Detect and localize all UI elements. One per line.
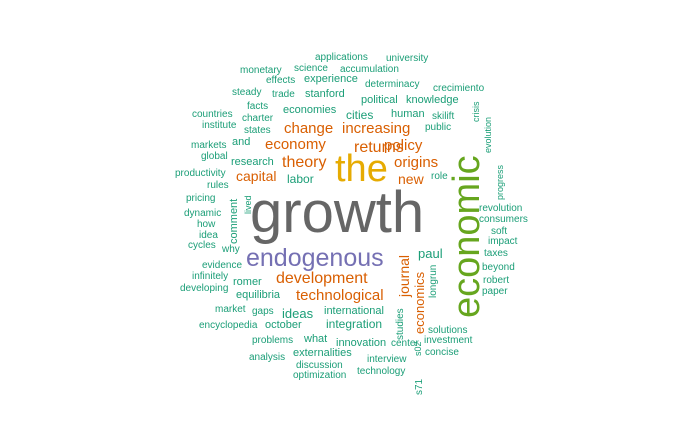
word-journal: journal [396,254,412,297]
word-pricing: pricing [186,193,216,204]
word-change: change [284,120,334,137]
word-countries: countries [192,109,233,120]
word-public: public [425,122,452,133]
word-consumers: consumers [479,214,528,225]
word-charter: charter [242,113,274,124]
word-s71: s71 [414,378,425,395]
word-endogenous: endogenous [246,244,384,272]
word-gaps: gaps [252,306,274,317]
word-crisis: crisis [471,101,481,123]
word-lived: lived [243,195,253,214]
word-technological: technological [296,287,384,304]
word-facts: facts [247,101,269,112]
word-paper: paper [482,286,508,297]
word-human: human [391,108,425,120]
word-october: october [265,319,302,331]
word-optimization: optimization [293,370,347,381]
word-trade: trade [272,89,295,100]
word-integration: integration [326,317,383,331]
word-robert: robert [483,275,510,286]
word-science: science [294,63,328,74]
word-the: the [335,148,388,190]
word-origins: origins [394,154,439,171]
word-global: global [201,151,228,162]
word-studies: studies [395,308,406,340]
word-effects: effects [266,75,296,86]
word-experience: experience [304,73,358,85]
word-interview: interview [367,354,407,365]
word-discussion: discussion [296,360,343,371]
word-paul: paul [418,246,443,261]
word-taxes: taxes [484,248,508,259]
word-beyond: beyond [482,262,515,273]
word-research: research [231,156,274,168]
word-increasing: increasing [342,120,411,137]
word-economies: economies [283,104,337,116]
word-infinitely: infinitely [192,271,229,282]
word-dynamic: dynamic [184,208,222,219]
word-cities: cities [346,108,374,122]
word-progress: progress [495,164,505,200]
word-romer: romer [233,276,262,288]
word-externalities: externalities [293,347,352,359]
word-policy: policy [384,137,423,154]
word-developing: developing [180,283,229,294]
word-concise: concise [425,347,459,358]
word-problems: problems [252,335,294,346]
word-monetary: monetary [240,65,282,76]
word-center: center [391,338,419,349]
word-how: how [197,219,216,230]
word-returns: returns [354,139,404,156]
word-economy: economy [265,136,326,153]
word-why: why [222,244,240,255]
word-rules: rules [207,180,229,191]
word-stanford: stanford [305,88,345,100]
word-states: states [244,125,271,136]
word-labor: labor [287,172,314,186]
word-theory: theory [282,154,327,171]
word-knowledge: knowledge [406,94,459,106]
word-equilibria: equilibria [236,289,281,301]
word-university: university [386,53,429,64]
word-institute: institute [202,120,237,131]
word-evidence: evidence [202,260,243,271]
word-applications: applications [315,52,368,63]
word-ideas: ideas [282,306,314,321]
word-cycles: cycles [188,240,216,251]
word-economic: economic [446,155,488,318]
word-new: new [398,171,424,187]
word-investment: investment [424,335,473,346]
word-accumulation: accumulation [340,64,399,75]
word-economics: economics [412,271,427,334]
word-productivity: productivity [175,168,226,179]
word-analysis: analysis [249,352,286,363]
word-crecimiento: crecimiento [433,83,485,94]
word-impact: impact [488,236,518,247]
word-longrun: longrun [428,264,439,298]
word-innovation: innovation [336,337,387,349]
word-market: market [215,304,246,315]
word-political: political [361,94,398,106]
word-what: what [304,333,328,345]
word-role: role [431,171,448,182]
word-evolution: evolution [483,116,493,153]
word-international: international [324,305,384,317]
word-steady: steady [232,87,262,98]
word-comment: comment [228,198,240,244]
word-revolution: revolution [479,203,523,214]
word-technology: technology [357,366,406,377]
word-development: development [276,270,368,287]
word-encyclopedia: encyclopedia [199,320,258,331]
word-capital: capital [236,168,277,184]
word-idea: idea [199,230,218,241]
word-skilift: skilift [432,111,455,122]
word-s02: s02 [413,341,423,356]
word-solutions: solutions [428,325,468,336]
word-soft: soft [491,226,508,237]
word-growth: growth [250,180,425,245]
word-markets: markets [191,140,227,151]
word-determinacy: determinacy [365,79,420,90]
word-and: and [232,136,251,148]
